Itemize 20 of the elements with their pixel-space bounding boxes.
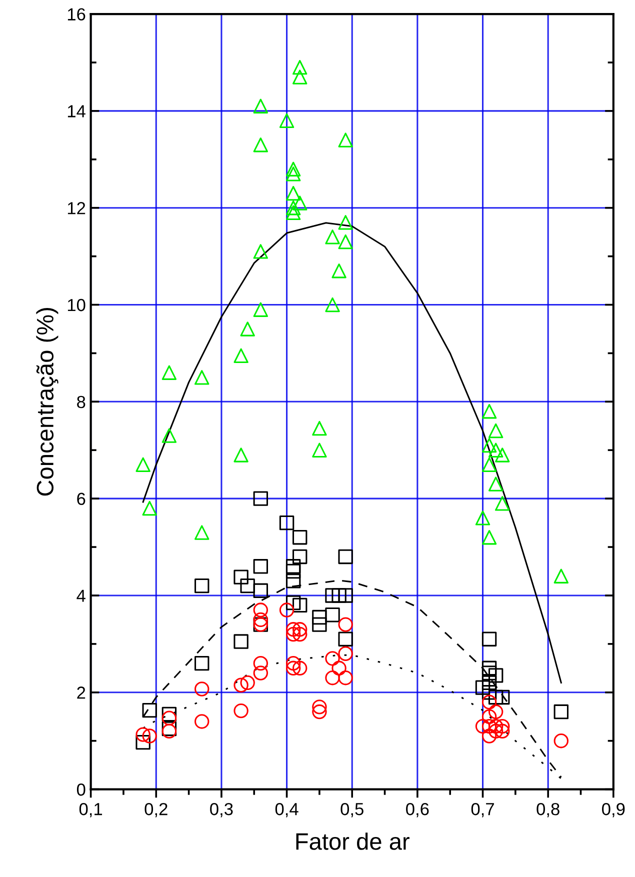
x-tick-label: 0,5: [340, 802, 364, 818]
y-tick-label: 8: [77, 396, 86, 408]
x-tick-label: 0,6: [406, 802, 429, 818]
y-tick-label: 6: [77, 492, 86, 506]
x-tick-label: 0,1: [79, 802, 102, 818]
y-tick-label: 4: [76, 590, 86, 602]
x-tick-label: 0,2: [144, 802, 168, 818]
y-tick-label: 10: [68, 298, 86, 312]
x-tick-label: 0,8: [536, 802, 560, 818]
x-tick-label: 0,7: [471, 802, 494, 818]
y-tick-label: 0: [76, 783, 86, 796]
x-axis-title: Fator de ar: [296, 832, 410, 850]
x-tick-label: 0,3: [210, 802, 233, 818]
y-axis-title: Concentração (%): [36, 308, 58, 496]
y-tick-label: 12: [68, 202, 86, 214]
x-tick-label: 0,4: [275, 802, 298, 818]
y-tick-label: 16: [68, 8, 86, 20]
y-tick-label: 2: [77, 686, 86, 699]
y-tick-label: 14: [68, 105, 86, 118]
x-tick-label: 0,9: [602, 802, 625, 818]
